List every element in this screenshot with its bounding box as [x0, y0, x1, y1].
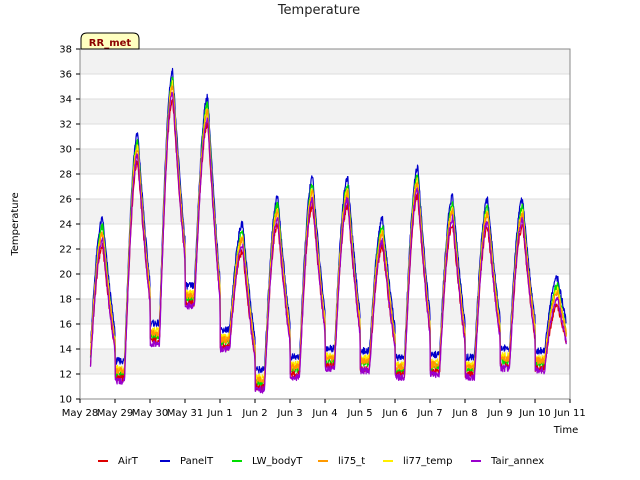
- series-line-tair-annex: [89, 91, 567, 394]
- x-tick-label: May 29: [97, 408, 134, 419]
- x-tick-label: Jun 2: [241, 408, 267, 419]
- y-tick-label: 12: [59, 370, 72, 381]
- series-line-airt: [89, 98, 567, 392]
- x-tick-label: Jun 3: [276, 408, 302, 419]
- y-axis-title: Temperature: [10, 192, 21, 256]
- plot-band: [80, 99, 570, 124]
- y-tick-label: 38: [59, 45, 72, 56]
- y-tick-label: 22: [59, 245, 72, 256]
- y-tick-label: 34: [59, 95, 72, 106]
- y-tick-label: 10: [59, 395, 72, 406]
- x-tick-label: May 28: [62, 408, 99, 419]
- legend-item: AirT: [98, 456, 139, 467]
- y-axis-ticks: 10 12 14 16 18 20 22 24 26 28 30 32 34 36 38: [59, 45, 80, 406]
- y-tick-label: 26: [59, 195, 72, 206]
- x-axis-title: Time: [553, 425, 578, 436]
- x-tick-label: Jun 8: [451, 408, 477, 419]
- plot-band: [80, 74, 570, 99]
- badge-box: [80, 32, 140, 50]
- legend-label: LW_bodyT: [252, 456, 303, 467]
- legend-item: Tair_annex: [471, 456, 544, 467]
- plot-band: [80, 199, 570, 224]
- y-tick-label: 14: [59, 345, 72, 356]
- x-tick-label: Jun 9: [486, 408, 512, 419]
- plot-band: [80, 249, 570, 274]
- y-tick-label: 16: [59, 320, 72, 331]
- plot-band: [80, 174, 570, 199]
- y-tick-label: 28: [59, 170, 72, 181]
- y-tick-label: 24: [59, 220, 72, 231]
- x-tick-label: Jun 6: [381, 408, 407, 419]
- plot-band: [80, 374, 570, 399]
- legend-item: li75_t: [318, 456, 365, 467]
- plot-band: [80, 224, 570, 249]
- legend-item: LW_bodyT: [232, 456, 303, 467]
- chart-title: Temperature: [277, 3, 360, 18]
- legend-item: li77_temp: [383, 456, 452, 467]
- legend-label: li77_temp: [403, 456, 452, 467]
- y-tick-label: 18: [59, 295, 72, 306]
- y-tick-label: 32: [59, 120, 72, 131]
- series-line-panelt: [89, 67, 567, 374]
- badge-label: RR_met: [89, 38, 132, 49]
- rr-met-badge: RR_met: [80, 32, 140, 50]
- x-tick-label: Jun 4: [311, 408, 337, 419]
- x-tick-label: Jun 1: [206, 408, 232, 419]
- x-tick-label: Jun 5: [346, 408, 372, 419]
- x-tick-label: May 31: [167, 408, 204, 419]
- y-tick-label: 30: [59, 145, 72, 156]
- legend-label: AirT: [118, 456, 139, 467]
- legend-label: Tair_annex: [490, 456, 544, 467]
- legend: AirT PanelT LW_bodyT li75_t li77_temp Tair_an…: [98, 456, 544, 467]
- x-tick-label: Jun 11: [553, 408, 586, 419]
- x-tick-label: Jun 7: [416, 408, 442, 419]
- x-tick-label: Jun 10: [518, 408, 551, 419]
- x-tick-label: May 30: [132, 408, 169, 419]
- plot-band: [80, 124, 570, 149]
- legend-label: PanelT: [180, 456, 214, 467]
- legend-label: li75_t: [338, 456, 365, 467]
- series-layer: [89, 67, 567, 394]
- legend-item: PanelT: [160, 456, 214, 467]
- plot-band: [80, 149, 570, 174]
- y-tick-label: 36: [59, 70, 72, 81]
- plot-band: [80, 49, 570, 74]
- y-tick-label: 20: [59, 270, 72, 281]
